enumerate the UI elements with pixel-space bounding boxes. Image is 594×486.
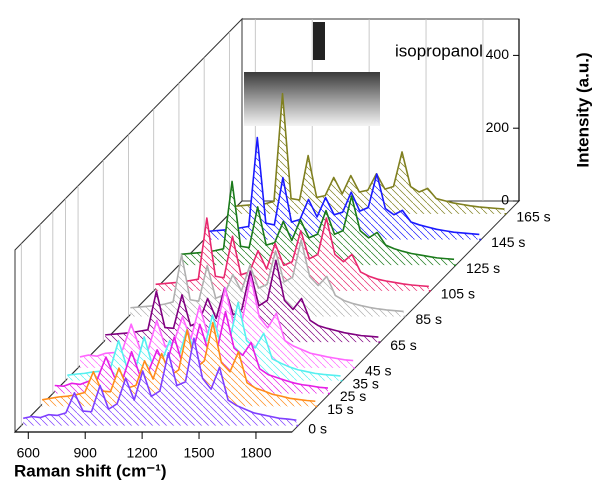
depth-tick-label: 0 s	[308, 420, 327, 436]
x-tick-label: 900	[74, 445, 98, 461]
depth-tick-label: 65 s	[390, 337, 416, 353]
spectrum-line	[41, 321, 316, 403]
x-tick-label: 1200	[127, 445, 158, 461]
z-axis-label: Intensity (a.u.)	[573, 52, 592, 167]
depth-tick-label: 145 s	[491, 234, 525, 250]
x-tick-label: 1800	[240, 445, 271, 461]
x-tick-label: 600	[17, 445, 41, 461]
spectrum-line	[180, 180, 455, 261]
axes: 600 900 1200 1500 1800 0 200 400	[15, 19, 520, 461]
inset-background	[244, 72, 380, 126]
z-tick-label: 400	[486, 46, 510, 62]
depth-tick-label: 35 s	[352, 375, 378, 391]
x-axis-label: Raman shift (cm⁻¹)	[14, 461, 167, 480]
depth-tick-label: 15 s	[327, 401, 353, 417]
hatch-area	[42, 322, 316, 407]
depth-tick-label: 125 s	[466, 260, 500, 276]
hatch-area	[130, 240, 404, 317]
spectrum-line	[23, 337, 297, 421]
depth-tick-label: 165 s	[516, 209, 550, 225]
depth-tick-label: 105 s	[441, 286, 475, 302]
spectrum-line	[105, 259, 379, 338]
inset-photo	[244, 22, 380, 126]
hatch-area	[105, 260, 379, 343]
z-tick-label: 0	[501, 192, 509, 208]
hatch-area	[67, 302, 341, 381]
hatch-area	[54, 311, 328, 394]
inset-bar	[313, 22, 325, 60]
x-tick-label: 1500	[183, 445, 214, 461]
spectrum-line	[205, 136, 480, 236]
hatch-area	[206, 137, 480, 240]
spectrum-line	[130, 239, 404, 313]
spectrum-line	[155, 217, 429, 288]
depth-tick-label: 25 s	[340, 388, 366, 404]
z-tick-label: 200	[486, 119, 510, 135]
hatch-area	[23, 338, 297, 426]
hatch-area	[231, 93, 505, 214]
depth-tick-label: 45 s	[365, 363, 391, 379]
hatch-area	[79, 276, 354, 368]
spectrum-line	[231, 92, 505, 210]
spectra: 165 s 145 s 125 s 105 s 85 s65 s 45 s35 s25 s…	[23, 92, 551, 436]
depth-tick-label: 85 s	[416, 311, 442, 327]
annotation: isopropanol	[395, 41, 483, 60]
